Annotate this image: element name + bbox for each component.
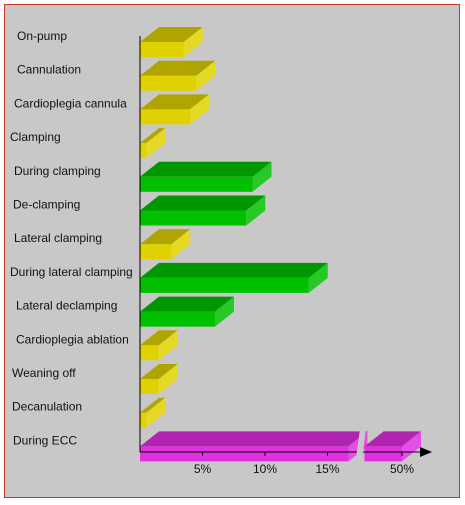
bar-1: [140, 60, 216, 91]
bar-5: [140, 195, 266, 226]
bar-11: [140, 397, 166, 428]
chart-frame: [4, 4, 460, 498]
bar-0: [140, 27, 203, 57]
category-label: Cardioplegia ablation: [16, 332, 129, 346]
x-axis-arrow: [420, 447, 432, 457]
x-tick-label: 50%: [390, 462, 414, 476]
category-label: Weaning off: [12, 366, 76, 380]
bar-6: [140, 229, 191, 260]
category-label: During clamping: [14, 164, 101, 178]
bar-12: [140, 431, 421, 462]
category-label: During lateral clamping: [10, 265, 133, 279]
category-label: Lateral clamping: [14, 231, 102, 245]
bar-10: [140, 364, 178, 394]
x-tick-label: 15%: [315, 462, 339, 476]
bar-7: [140, 262, 328, 293]
category-label: Lateral declamping: [16, 299, 117, 313]
bar-3: [140, 128, 166, 159]
category-label: On-pump: [17, 29, 67, 43]
x-tick-label: 10%: [253, 462, 277, 476]
axis-break-mark: [354, 410, 369, 470]
category-label: Cannulation: [17, 63, 81, 77]
bar-8: [140, 296, 234, 327]
category-label: Cardioplegia cannula: [14, 96, 127, 110]
bar-4: [140, 161, 272, 192]
category-label: During ECC: [13, 433, 77, 447]
bar-9: [140, 330, 178, 361]
category-label: Decanulation: [12, 400, 82, 414]
x-tick-label: 5%: [194, 462, 212, 476]
bar-2: [140, 94, 209, 125]
category-label: De-clamping: [13, 198, 80, 212]
category-label: Clamping: [10, 130, 61, 144]
